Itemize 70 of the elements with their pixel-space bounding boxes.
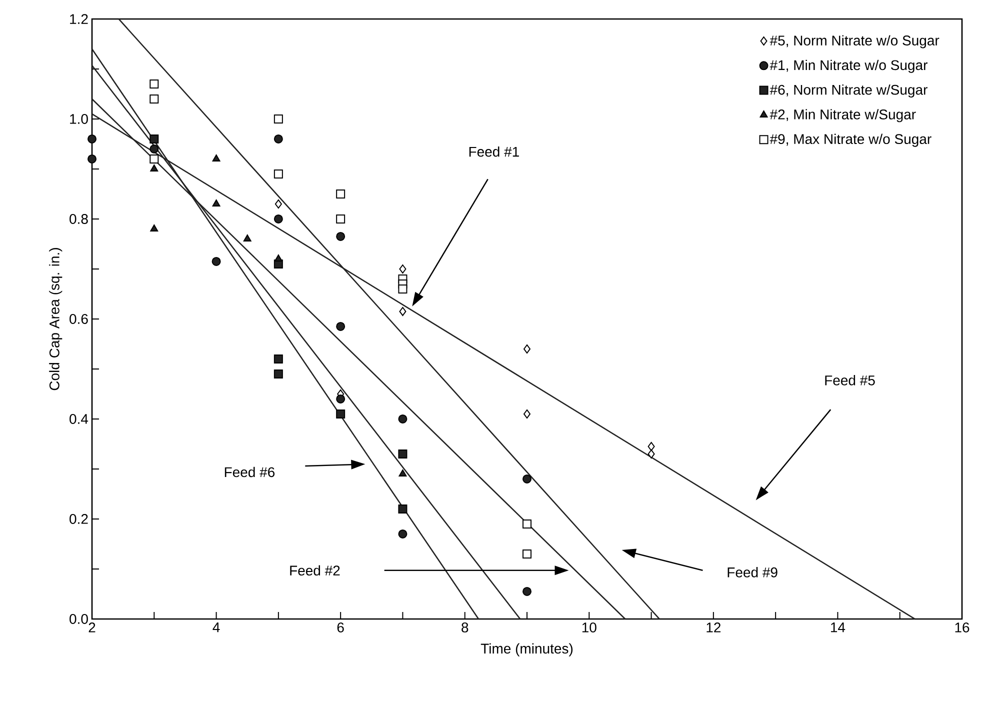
y-tick-label: 0.6 — [70, 314, 88, 324]
point — [398, 284, 408, 294]
point — [88, 154, 97, 164]
annotation: Feed #5 — [825, 375, 875, 386]
point — [399, 264, 406, 274]
annotation: Feed #1 — [469, 146, 519, 157]
x-tick-label: 14 — [830, 622, 846, 632]
point — [212, 199, 220, 206]
legend-label: #6, Norm Nitrate w/Sugar — [770, 84, 928, 98]
point — [522, 549, 532, 558]
point — [150, 94, 159, 104]
point — [398, 529, 408, 538]
point — [648, 449, 655, 458]
y-tick-label: 0.0 — [70, 614, 88, 624]
point — [150, 224, 158, 232]
point — [524, 344, 530, 354]
x-tick-label: 12 — [706, 622, 721, 632]
annotation: Feed #9 — [728, 567, 778, 578]
point — [336, 232, 346, 241]
point — [522, 474, 532, 484]
point — [274, 134, 283, 144]
point — [522, 519, 532, 528]
y-tick-label: 0.8 — [70, 214, 88, 224]
y-axis-title: Cold Cap Area (sq. in.) — [49, 248, 62, 390]
point — [399, 306, 406, 316]
x-tick-label: 8 — [462, 622, 468, 632]
point — [336, 394, 346, 404]
annotation: Feed #6 — [224, 466, 275, 478]
point — [524, 409, 530, 418]
point — [150, 144, 159, 154]
y-tick-label: 0.4 — [70, 414, 88, 424]
point — [88, 134, 97, 144]
x-tick-label: 10 — [582, 622, 596, 632]
point — [274, 114, 283, 124]
point — [274, 354, 283, 364]
point — [398, 469, 407, 476]
y-tick-label: 0.2 — [70, 514, 88, 524]
x-tick-label: 16 — [955, 622, 970, 632]
point — [336, 322, 346, 331]
point — [274, 369, 283, 378]
point — [274, 214, 283, 224]
point — [398, 414, 408, 424]
point — [336, 409, 346, 418]
annotation: Feed #2 — [290, 565, 340, 576]
point — [648, 442, 655, 451]
x-axis-title: Time (minutes) — [480, 643, 573, 656]
point — [212, 154, 220, 162]
x-tick-label: 6 — [337, 622, 344, 632]
point — [398, 449, 408, 458]
point — [274, 254, 282, 262]
y-tick-label: 1.2 — [70, 14, 88, 24]
legend-label: #1, Min Nitrate w/o Sugar — [770, 60, 928, 73]
point — [243, 234, 252, 242]
point — [336, 189, 346, 198]
point — [212, 256, 221, 266]
point — [150, 134, 159, 144]
x-tick-label: 2 — [88, 622, 96, 632]
point — [150, 154, 159, 164]
point — [274, 169, 283, 178]
point — [522, 586, 532, 596]
point — [398, 504, 408, 514]
legend-label: #9, Max Nitrate w/o Sugar — [770, 134, 932, 147]
point — [150, 79, 159, 88]
legend-label: #5, Norm Nitrate w/o Sugar — [770, 35, 940, 48]
y-tick-label: 1.0 — [70, 114, 88, 124]
point — [336, 214, 346, 224]
legend-label: #2, Min Nitrate w/Sugar — [770, 109, 916, 122]
point — [274, 199, 282, 208]
x-tick-label: 4 — [212, 622, 220, 632]
point — [150, 164, 158, 172]
